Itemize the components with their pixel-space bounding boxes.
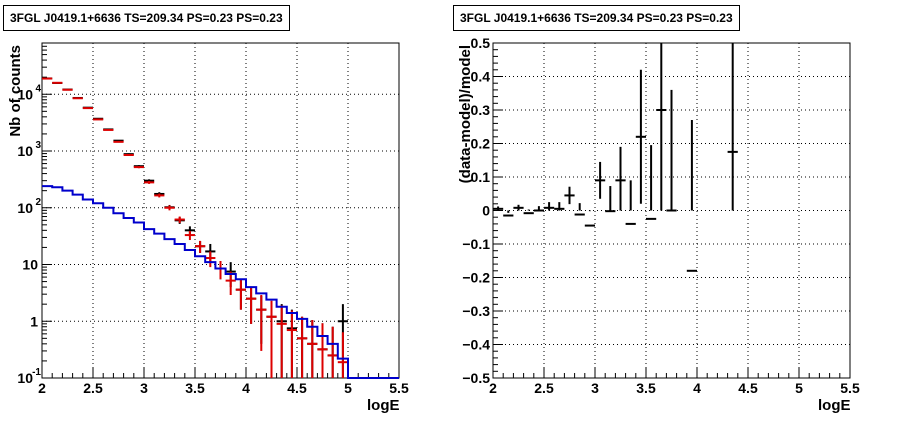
left-data-point xyxy=(266,300,277,378)
right-data-point xyxy=(595,161,606,199)
left-y-tick-label: 10 xyxy=(17,370,33,386)
right-y-tick-label: −0.5 xyxy=(462,370,490,386)
right-y-tick-label: −0.1 xyxy=(462,236,490,252)
left-data-point xyxy=(276,305,287,378)
right-data-point xyxy=(625,180,636,225)
left-data-point xyxy=(144,180,155,184)
left-data-point xyxy=(113,140,124,143)
left-y-tick-label: 10 xyxy=(22,257,38,273)
right-y-tick-label: 0.3 xyxy=(471,102,491,118)
left-data-point xyxy=(297,316,308,378)
left-y-tick-label-exponent: 2 xyxy=(35,197,41,208)
left-y-tick-label: 10 xyxy=(17,143,33,159)
right-data-point xyxy=(727,43,738,211)
left-data-point xyxy=(327,326,338,378)
left-data-point xyxy=(72,97,83,100)
left-x-axis-label: logE xyxy=(367,397,400,414)
right-data-point xyxy=(564,186,575,205)
left-series-1 xyxy=(42,77,348,378)
left-data-point xyxy=(235,278,246,310)
left-data-point xyxy=(256,295,267,351)
right-y-tick-label: 0.2 xyxy=(471,136,491,152)
left-data-point xyxy=(123,154,134,157)
right-x-tick-label: 5.5 xyxy=(840,380,860,396)
left-x-tick-label: 3 xyxy=(140,380,148,396)
left-x-tick-label: 2 xyxy=(38,380,46,396)
left-data-point xyxy=(205,251,216,268)
left-data-point xyxy=(103,128,114,131)
right-data-point xyxy=(686,120,697,272)
right-data-point xyxy=(574,203,585,216)
left-x-tick-label: 3.5 xyxy=(185,380,205,396)
right-x-tick-label: 5 xyxy=(795,380,803,396)
left-data-point xyxy=(225,271,236,296)
right-data-point xyxy=(635,69,646,204)
left-data-point xyxy=(164,205,175,211)
left-data-point xyxy=(174,216,185,223)
right-data-point xyxy=(544,202,555,211)
right-y-tick-label: −0.4 xyxy=(462,337,490,353)
right-series-0 xyxy=(493,43,738,272)
right-data-point xyxy=(493,206,504,211)
left-data-point xyxy=(93,118,104,121)
right-data-point xyxy=(513,204,524,211)
right-data-point xyxy=(584,210,595,227)
right-data-point xyxy=(533,206,544,212)
left-x-tick-label: 4.5 xyxy=(287,380,307,396)
left-data-point xyxy=(246,286,257,324)
right-x-tick-label: 2.5 xyxy=(534,380,554,396)
right-y-axis-label: (data-model)/model xyxy=(457,45,474,183)
right-data-point xyxy=(605,186,616,213)
right-x-tick-label: 4.5 xyxy=(738,380,758,396)
left-plot-frame xyxy=(41,42,400,379)
right-y-tick-label: −0.2 xyxy=(462,270,490,286)
right-x-tick-label: 3 xyxy=(591,380,599,396)
right-data-point xyxy=(523,209,534,215)
left-series-2 xyxy=(42,185,399,379)
left-x-tick-label: 2.5 xyxy=(83,380,103,396)
right-y-tick-label: 0.5 xyxy=(471,35,491,51)
left-x-tick-label: 4 xyxy=(242,380,250,396)
left-data-point xyxy=(337,332,348,378)
left-y-axis-label: Nb of counts xyxy=(7,45,24,137)
left-data-point xyxy=(317,323,328,378)
right-data-point xyxy=(615,146,626,211)
left-data-point xyxy=(215,261,226,280)
left-y-tick-label: 10 xyxy=(17,200,33,216)
right-x-tick-label: 2 xyxy=(489,380,497,396)
left-y-tick-label-exponent: -1 xyxy=(32,367,41,378)
right-y-tick-label: −0.3 xyxy=(462,303,490,319)
right-x-axis-label: logE xyxy=(818,397,851,414)
right-y-tick-label: 0.4 xyxy=(471,69,491,85)
left-data-point xyxy=(82,107,93,110)
left-data-point xyxy=(195,240,206,253)
right-data-point xyxy=(666,89,677,212)
left-data-point xyxy=(184,230,195,241)
left-chart-title: 3FGL J0419.1+6636 TS=209.34 PS=0.23 PS=0… xyxy=(3,5,290,31)
left-y-tick-label-exponent: 4 xyxy=(35,83,41,94)
right-data-point xyxy=(554,202,565,211)
left-data-point xyxy=(286,310,297,378)
right-data-point xyxy=(646,145,657,220)
right-y-tick-label: 0 xyxy=(482,203,490,219)
right-chart-title: 3FGL J0419.1+6636 TS=209.34 PS=0.23 PS=0… xyxy=(453,5,740,31)
left-x-tick-label: 5.5 xyxy=(389,380,409,396)
left-y-tick-label-exponent: 3 xyxy=(35,140,41,151)
right-y-tick-label: 0.1 xyxy=(471,169,491,185)
left-x-tick-label: 5 xyxy=(344,380,352,396)
right-data-point xyxy=(503,210,514,217)
left-y-tick-label: 10 xyxy=(17,86,33,102)
left-data-point xyxy=(154,193,165,198)
left-data-point xyxy=(133,166,144,169)
left-y-tick-label: 1 xyxy=(30,313,38,329)
left-data-point xyxy=(307,320,318,378)
left-model-step-line xyxy=(42,185,399,379)
right-x-tick-label: 3.5 xyxy=(636,380,656,396)
right-data-point xyxy=(656,43,667,211)
right-x-tick-label: 4 xyxy=(693,380,701,396)
